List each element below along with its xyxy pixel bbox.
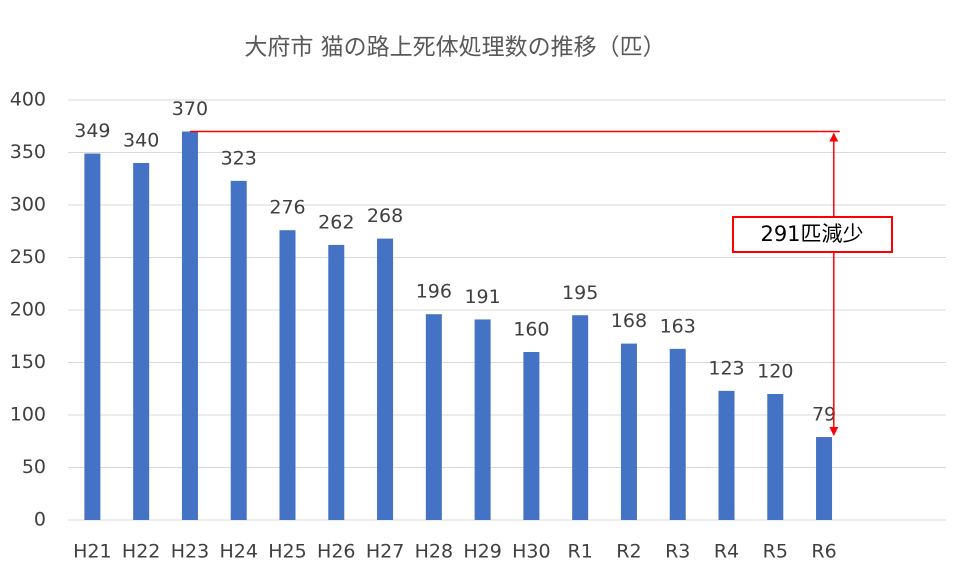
bar [669,348,686,520]
value-label: 276 [269,197,305,219]
y-tick-label: 0 [34,509,46,531]
x-tick-label: H21 [73,541,111,563]
x-tick-label: R5 [763,541,788,563]
value-label: 349 [74,120,110,142]
chart-title: 大府市 猫の路上死体処理数の推移（匹） [244,35,665,61]
value-label: 168 [611,310,647,332]
x-tick-label: H26 [317,541,355,563]
bar [425,314,442,520]
x-tick-label: H28 [415,541,453,563]
value-label: 340 [123,130,159,152]
y-tick-label: 300 [10,194,46,216]
x-tick-label: H30 [512,541,550,563]
value-label: 120 [757,361,793,383]
y-tick-label: 100 [10,404,46,426]
y-tick-label: 250 [10,246,46,268]
x-tick-label: H27 [366,541,404,563]
annotation-text: 291匹減少 [760,222,863,246]
y-tick-label: 200 [10,299,46,321]
x-tick-label: R6 [811,541,836,563]
bar [377,238,394,520]
bar [181,131,198,520]
x-tick-label: H22 [122,541,160,563]
y-tick-label: 400 [10,89,46,111]
value-label: 191 [464,286,500,308]
value-label: 370 [172,98,208,120]
bar [620,343,637,520]
bar [767,394,784,520]
x-tick-label: R3 [665,541,690,563]
value-label: 163 [660,315,696,337]
bar [84,153,101,521]
bar [133,163,150,520]
value-label: 160 [513,319,549,341]
y-tick-label: 150 [10,351,46,373]
value-label: 323 [221,147,257,169]
y-tick-label: 50 [22,456,46,478]
bar [718,390,735,520]
x-tick-label: H23 [171,541,209,563]
annotation-box [732,216,893,253]
value-label: 262 [318,211,354,233]
x-tick-label: H24 [219,541,257,563]
bar [816,437,833,520]
bar [572,315,589,520]
value-label: 196 [416,281,452,303]
bar [328,244,345,520]
value-label: 79 [812,404,836,426]
x-tick-label: R4 [714,541,739,563]
value-label: 195 [562,282,598,304]
bar [474,319,491,520]
x-tick-label: H29 [463,541,501,563]
value-label: 123 [708,357,744,379]
bar [279,230,296,520]
bar [523,352,540,520]
x-tick-label: R2 [616,541,641,563]
y-tick-label: 350 [10,141,46,163]
x-tick-label: R1 [568,541,593,563]
value-label: 268 [367,205,403,227]
x-tick-label: H25 [268,541,306,563]
bar [230,180,247,520]
